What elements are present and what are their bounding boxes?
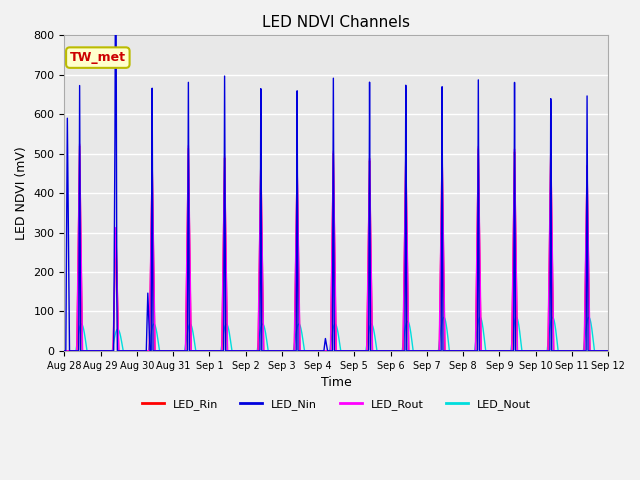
Y-axis label: LED NDVI (mV): LED NDVI (mV): [15, 146, 28, 240]
Text: TW_met: TW_met: [70, 51, 126, 64]
X-axis label: Time: Time: [321, 376, 351, 389]
Legend: LED_Rin, LED_Nin, LED_Rout, LED_Nout: LED_Rin, LED_Nin, LED_Rout, LED_Nout: [137, 395, 535, 415]
Title: LED NDVI Channels: LED NDVI Channels: [262, 15, 410, 30]
